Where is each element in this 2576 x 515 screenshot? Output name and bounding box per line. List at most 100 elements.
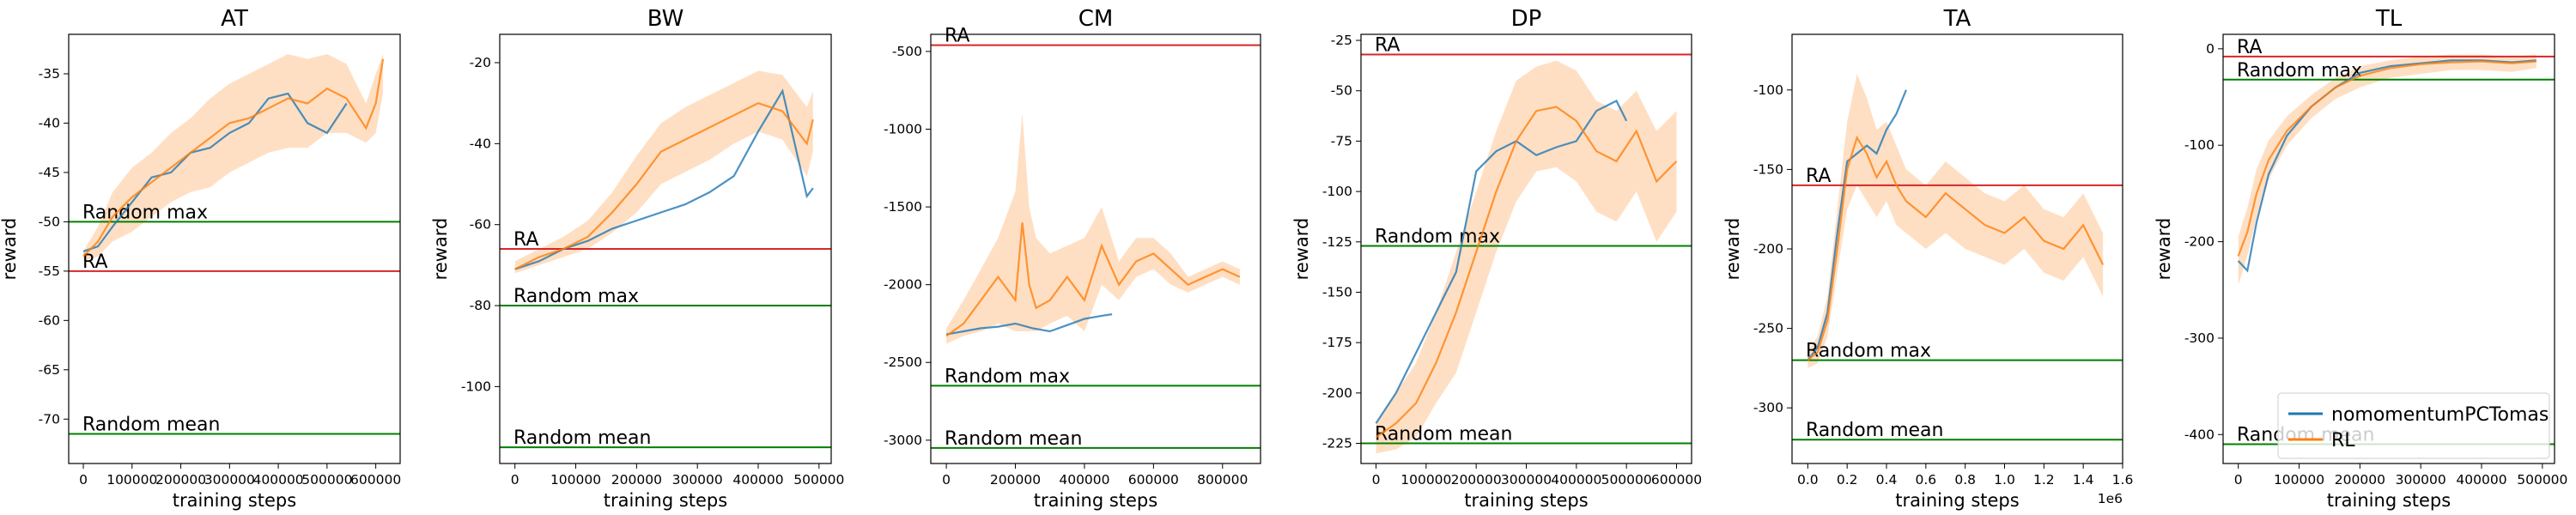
x-offset-label: 1e6 (2098, 491, 2123, 506)
series-line-1 (514, 102, 814, 270)
x-tick-label: 800000 (1197, 472, 1248, 488)
series-line-1 (1375, 106, 1678, 439)
series-line-0 (945, 313, 1113, 336)
hline-label-1: Random max (945, 366, 1070, 387)
y-tick-label: -55 (39, 264, 60, 279)
x-tick-label: 200000 (611, 472, 662, 488)
legend-label-0: nomomentumPCTomas (2331, 404, 2549, 426)
x-tick-label: 1.6 (2112, 472, 2134, 488)
x-tick-label: 1.0 (1994, 472, 2015, 488)
hline-label-2: Random mean (82, 415, 220, 436)
x-axis-label: training steps (604, 490, 727, 511)
hline-label-0: RA (2237, 37, 2262, 58)
x-tick-label: 200000 (1451, 472, 1502, 488)
y-tick-label: -35 (39, 66, 60, 82)
x-tick-label: 0 (79, 472, 88, 488)
y-tick-label: -200 (1322, 385, 1352, 401)
hline-label-0: RA (513, 229, 538, 251)
y-tick-label: -150 (1322, 284, 1352, 300)
x-tick-label: 0 (1372, 472, 1381, 488)
hline-label-0: RA (1375, 34, 1400, 56)
x-tick-label: 200000 (155, 472, 206, 488)
y-tick-label: -300 (2184, 330, 2215, 346)
x-tick-label: 400000 (1059, 472, 1109, 488)
y-tick-label: -175 (1322, 335, 1352, 350)
axes-frame (68, 33, 401, 464)
y-tick-label: -1500 (884, 199, 922, 215)
y-tick-label: -250 (1753, 321, 1783, 336)
y-tick-label: -100 (1322, 184, 1352, 199)
x-tick-label: 600000 (1128, 472, 1179, 488)
y-tick-label: -125 (1322, 234, 1352, 250)
x-tick-label: 400000 (732, 472, 783, 488)
x-axis-label: training steps (1464, 490, 1588, 511)
band-1 (2238, 54, 2537, 286)
y-tick-label: -80 (470, 298, 491, 313)
y-tick-label: -65 (39, 362, 60, 378)
hline-label-0: RA (945, 26, 969, 47)
x-axis-label: training steps (173, 490, 296, 511)
legend-box (2277, 392, 2550, 459)
x-tick-label: 0 (2234, 472, 2243, 488)
panel-at: Random max RA Random mean 0 1000002000003000… (0, 6, 401, 511)
y-tick-label: -500 (892, 44, 922, 59)
y-tick-label: -70 (39, 411, 60, 427)
x-tick-label: 0.2 (1837, 472, 1858, 488)
x-tick-label: 300000 (672, 472, 723, 488)
series-line-1 (945, 222, 1241, 337)
band-1 (946, 113, 1240, 344)
y-tick-label: -45 (39, 165, 60, 180)
y-tick-label: -100 (1753, 82, 1783, 98)
x-tick-label: 500000 (793, 472, 844, 488)
hline-label-0: RA (1806, 166, 1831, 187)
band-1 (83, 54, 384, 262)
panel-title: TL (2375, 6, 2403, 32)
y-axis-label: reward (1722, 218, 1743, 281)
series-line-0 (1375, 100, 1628, 424)
y-tick-label: -50 (1331, 83, 1352, 99)
y-tick-label: -150 (1753, 161, 1783, 177)
y-tick-label: -100 (2184, 137, 2215, 153)
x-tick-label: 400000 (2456, 472, 2506, 488)
panel-ta: RA Random max Random mean 0.0 0.2 0.4 0.6 0.8 1.… (1722, 6, 2133, 511)
y-tick-label: -50 (39, 214, 60, 229)
series-line-0 (2237, 59, 2537, 273)
x-tick-label: 100000 (106, 472, 157, 488)
y-tick-label: -2500 (884, 354, 922, 370)
series-line-1 (82, 58, 385, 258)
series-line-0 (1807, 89, 1907, 361)
y-tick-label: -200 (2184, 234, 2215, 250)
x-tick-label: 0.4 (1876, 472, 1898, 488)
x-tick-label: 400000 (253, 472, 304, 488)
panel-title: AT (221, 6, 248, 32)
panel-title: DP (1511, 6, 1542, 32)
hline-label-0: Random max (82, 202, 208, 223)
y-axis-label: reward (1291, 218, 1312, 281)
x-tick-label: 0.0 (1797, 472, 1819, 488)
y-axis-label: reward (430, 218, 451, 281)
panel-title: BW (647, 6, 684, 32)
y-tick-label: -2000 (884, 277, 922, 293)
band-1 (1376, 60, 1677, 454)
x-tick-label: 300000 (2396, 472, 2446, 488)
y-tick-label: -225 (1322, 436, 1352, 451)
x-tick-label: 0 (942, 472, 951, 488)
y-tick-label: -100 (461, 379, 491, 394)
x-tick-label: 100000 (2274, 472, 2324, 488)
y-tick-label: -300 (1753, 400, 1783, 415)
x-axis-label: training steps (2327, 490, 2451, 511)
x-tick-label: 200000 (2335, 472, 2385, 488)
y-tick-label: -60 (470, 217, 491, 233)
hline-label-1: Random max (2237, 60, 2362, 82)
x-tick-label: 400000 (1551, 472, 1601, 488)
hline-label-2: Random mean (945, 428, 1082, 450)
y-tick-label: 0 (2206, 41, 2215, 57)
panel-cm: RA Random max Random mean 0 200000 400000 6000… (884, 6, 1261, 511)
y-tick-label: -60 (39, 312, 60, 328)
panel-bw: RA Random max Random mean 0 100000 200000 3000… (430, 6, 844, 511)
legend-label-1: RL (2331, 430, 2355, 451)
y-tick-label: -3000 (884, 433, 922, 448)
